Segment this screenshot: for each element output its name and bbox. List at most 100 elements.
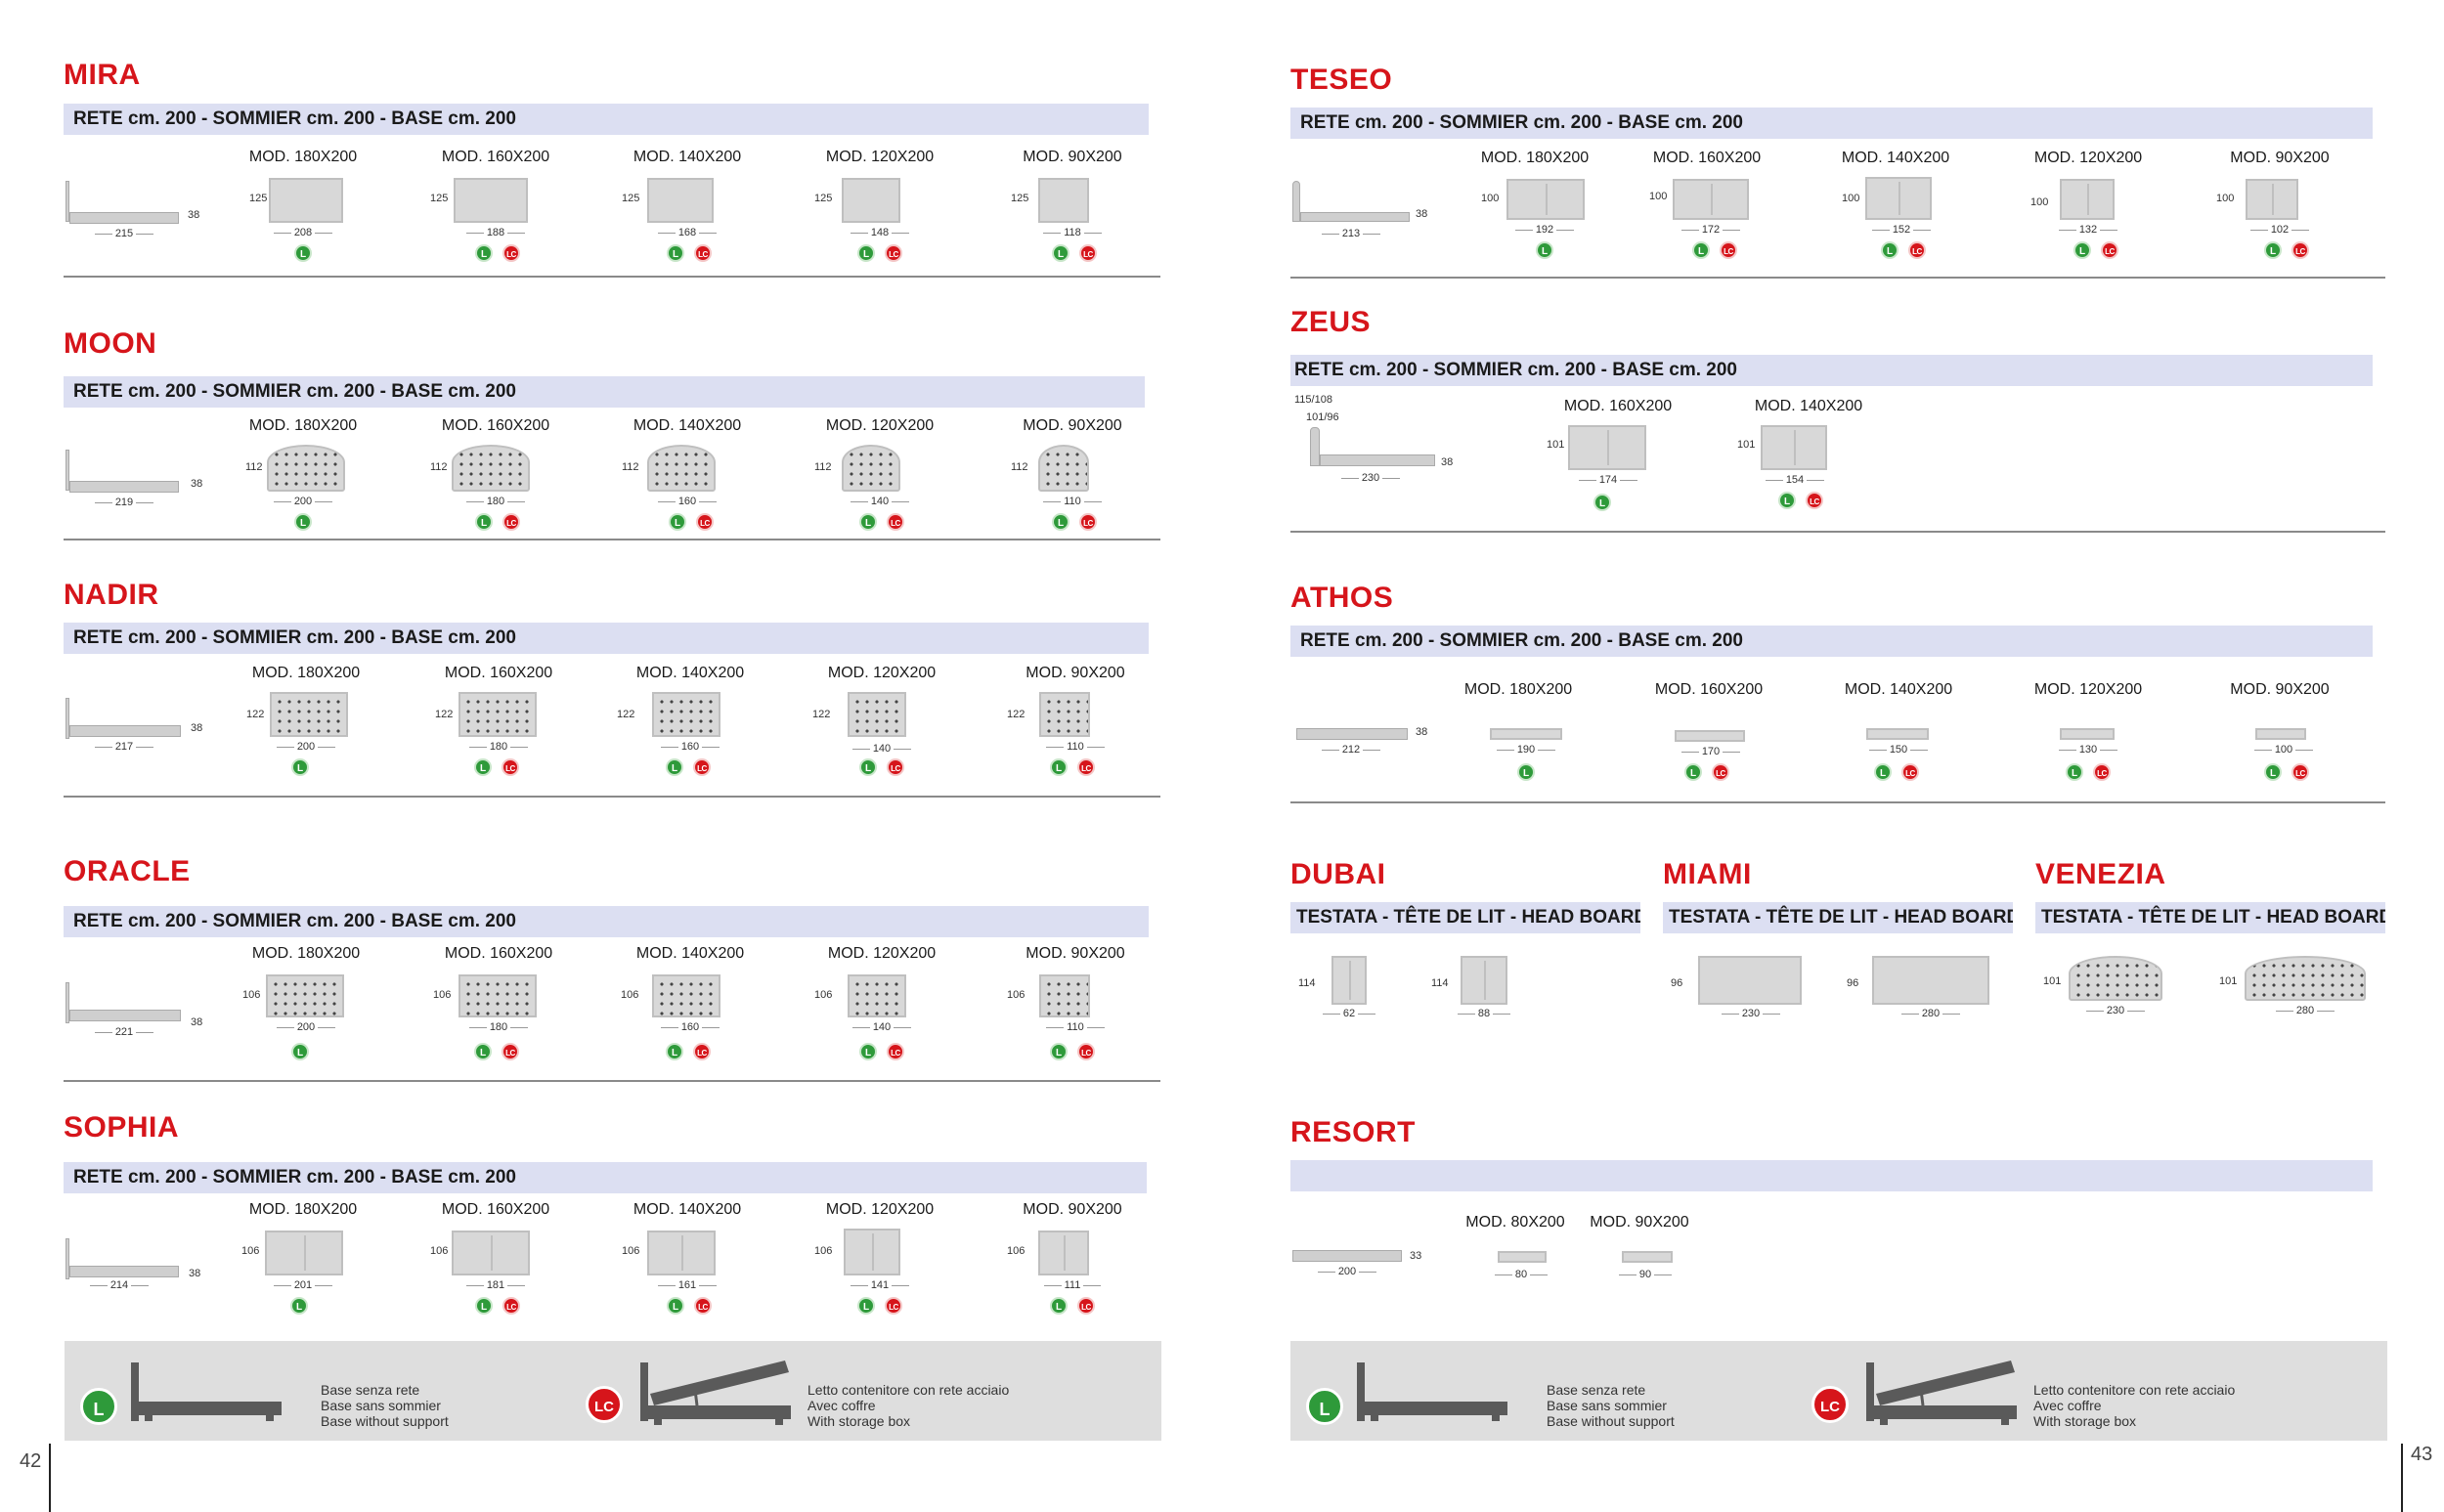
lc-badge: LC: [1077, 1297, 1095, 1315]
model-label: MOD. 160X200: [441, 417, 550, 434]
headboard-image: [1761, 425, 1827, 470]
headboard-height: 106: [621, 989, 639, 1001]
headboard-height: 122: [617, 709, 635, 720]
model-label: MOD. 90X200: [1590, 1214, 1689, 1231]
l-badge: L: [1692, 241, 1710, 259]
section-title: ZEUS: [1290, 306, 1372, 338]
lc-legend-line: Letto contenitore con rete acciaio: [807, 1382, 1010, 1398]
bed-base-icon: [1357, 1362, 1507, 1421]
bed-base-icon: [131, 1362, 282, 1421]
l-badge: L: [2066, 763, 2083, 781]
side-length: 213: [1292, 228, 1410, 239]
side-view: 38 212: [1292, 726, 1439, 765]
bed-width: 200: [233, 741, 379, 753]
l-legend-line: Base without support: [321, 1413, 449, 1429]
lc-badge: LC: [1901, 763, 1919, 781]
section-band: RETE cm. 200 - SOMMIER cm. 200 - BASE cm…: [64, 104, 1149, 135]
bed-base-image: [2060, 728, 2115, 740]
side-length: 217: [65, 741, 183, 753]
section-title: ATHOS: [1290, 582, 1394, 614]
bed-frame: [1320, 454, 1435, 466]
headboard-image: [842, 178, 900, 223]
section-title: RESORT: [1290, 1116, 1417, 1148]
headboard-image: [2246, 179, 2298, 220]
section-divider: [1290, 801, 2385, 803]
headboard-height: 100: [1842, 193, 1860, 204]
section-venezia: VENEZIA TESTATA - TÊTE DE LIT - HEAD BOA…: [2035, 858, 2387, 1034]
headboard-height: 96: [1847, 977, 1859, 989]
side-length: 221: [65, 1026, 183, 1038]
left-page: MIRA RETE cm. 200 - SOMMIER cm. 200 - BA…: [0, 0, 1222, 1512]
bed-width: 160: [617, 741, 764, 753]
headboard-height: 122: [812, 709, 831, 720]
lc-badge: LC: [885, 1297, 902, 1315]
model-label: MOD. 140X200: [633, 149, 742, 165]
storage-bed-icon: [1866, 1361, 2017, 1425]
bed-width: 170: [1637, 746, 1784, 757]
model-label: MOD. 120X200: [825, 1201, 935, 1218]
section-band: RETE cm. 200 - SOMMIER cm. 200 - BASE cm…: [1290, 108, 2373, 139]
section-band: TESTATA - TÊTE DE LIT - HEAD BOARD: [1663, 902, 2013, 933]
bed-width: 140: [808, 1021, 955, 1033]
bed-width: 118: [999, 227, 1146, 238]
lc-legend-badge: LC: [1811, 1386, 1849, 1423]
headboard-image: [848, 692, 906, 737]
headboard-height: 125: [814, 193, 833, 204]
headboard-height: 125: [1011, 193, 1029, 204]
side-view: 38 214: [65, 1238, 212, 1297]
bed-frame: [69, 1010, 181, 1021]
model-label: MOD. 160X200: [1563, 398, 1673, 414]
side-view: 38 213: [1292, 181, 1439, 239]
l-badge: L: [1050, 1043, 1068, 1060]
l-legend-line: Base senza rete: [1547, 1382, 1646, 1398]
model-label: MOD. 90X200: [1023, 417, 1122, 434]
section-divider: [64, 539, 1160, 540]
headboard-width: 62: [1290, 1008, 1408, 1019]
page-marker-line: [2401, 1444, 2403, 1512]
model-label: MOD. 160X200: [1654, 681, 1764, 698]
l-legend-line: Base sans sommier: [321, 1398, 441, 1413]
bed-width: 80: [1462, 1269, 1580, 1280]
l-badge: L: [1881, 241, 1898, 259]
bed-width: 192: [1471, 224, 1618, 236]
headboard-height: 112: [622, 461, 639, 473]
model-label: MOD. 90X200: [2230, 150, 2330, 166]
lc-badge: LC: [1806, 492, 1823, 509]
headboard-image: [452, 445, 530, 492]
side-length: 230: [1302, 472, 1439, 484]
model-label: MOD. 120X200: [825, 417, 935, 434]
model-label: MOD. 180X200: [248, 417, 358, 434]
headboard-height: 106: [433, 989, 452, 1001]
l-badge: L: [857, 244, 875, 262]
bed-base-image: [1675, 730, 1745, 742]
side-height: 38: [1441, 456, 1454, 468]
headboard-height: 122: [1007, 709, 1026, 720]
lc-legend-text: Letto contenitore con rete acciaio Avec …: [807, 1382, 1009, 1429]
legend: L Base senza rete Base sans sommier Base…: [65, 1341, 1161, 1441]
bed-width: 90: [1587, 1269, 1704, 1280]
lc-badge: LC: [694, 244, 712, 262]
l-legend-line: Base sans sommier: [1547, 1398, 1667, 1413]
bed-base-image: [1622, 1251, 1673, 1263]
l-badge: L: [1593, 494, 1611, 511]
model-label: MOD. 140X200: [1841, 150, 1950, 166]
section-title: MOON: [64, 327, 157, 360]
l-badge: L: [291, 1043, 309, 1060]
section-oracle: ORACLE RETE cm. 200 - SOMMIER cm. 200 - …: [64, 855, 1160, 1082]
bed-width: 180: [425, 741, 572, 753]
bed-base-image: [1498, 1251, 1547, 1263]
lc-legend-badge: LC: [586, 1386, 623, 1423]
lc-badge: LC: [1720, 241, 1737, 259]
bed-frame: [1292, 1250, 1402, 1262]
headboard-image: [1568, 425, 1646, 470]
headboard-image: [265, 1231, 343, 1275]
model-label: MOD. 140X200: [635, 945, 745, 962]
section-band: [1290, 1160, 2373, 1191]
bed-frame: [1296, 728, 1408, 740]
headboard-width: 88: [1425, 1008, 1543, 1019]
model-label: MOD. 160X200: [441, 1201, 550, 1218]
headboard-image: [652, 974, 720, 1017]
l-badge: L: [667, 1297, 684, 1315]
l-badge: L: [291, 758, 309, 776]
l-badge: L: [859, 1043, 877, 1060]
